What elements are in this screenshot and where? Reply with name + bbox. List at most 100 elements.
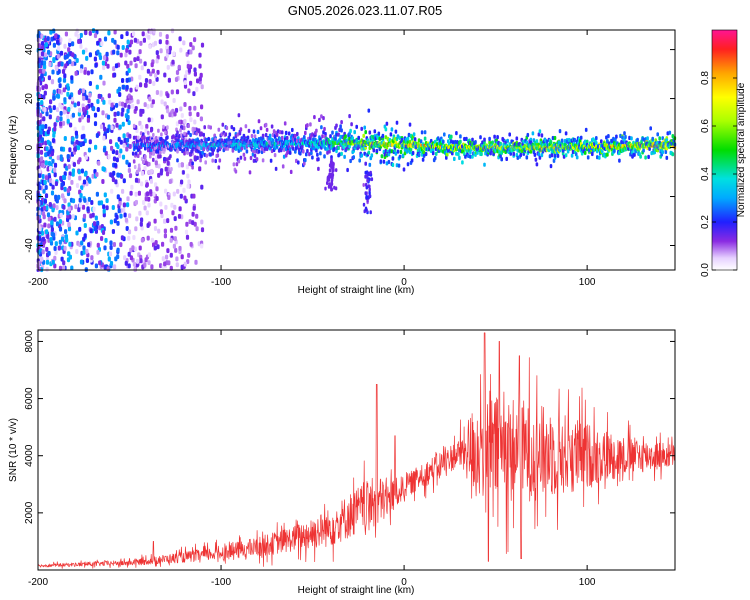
spectrogram-cell [188, 219, 192, 225]
spectrogram-cell [328, 168, 332, 173]
spectrogram-cell [192, 130, 195, 135]
spectrogram-cell [59, 110, 63, 116]
spectrogram-cell [166, 135, 169, 140]
spectrogram-cell [538, 155, 542, 160]
spectrogram-cell [102, 65, 106, 71]
spectrogram-cell [106, 63, 110, 69]
spectrogram-cell [253, 153, 257, 158]
spectrogram-cell [37, 43, 41, 49]
spectrogram-cell [169, 265, 173, 271]
spectrogram-cell [53, 167, 57, 173]
spectrogram-cell [122, 178, 126, 184]
spectrogram-cell [125, 31, 129, 37]
spectrogram-cell [111, 177, 115, 183]
colorbar-label: Normalized spectral amplitude [736, 82, 747, 217]
y-tick-label: -20 [24, 189, 35, 204]
spectrogram-cell [119, 242, 123, 248]
spectrogram-cell [583, 150, 587, 155]
spectrogram-cell [269, 158, 273, 163]
spectrogram-cell [606, 139, 609, 144]
spectrogram-cell [129, 87, 133, 93]
spectrogram-cell [80, 240, 84, 246]
spectrogram-cell [47, 75, 51, 81]
spectrogram-cell [280, 130, 284, 135]
spectrogram-cell [169, 237, 173, 243]
spectrogram-cell [191, 165, 194, 170]
spectrogram-cell [600, 139, 603, 144]
spectrogram-cell [40, 73, 44, 79]
spectrogram-cell [169, 154, 172, 159]
spectrogram-cell [122, 142, 126, 148]
spectrogram-cell [79, 193, 83, 198]
spectrogram-cell [64, 234, 68, 240]
spectrogram-cell [357, 135, 360, 140]
spectrogram-cell [43, 107, 47, 113]
spectrogram-cell [183, 261, 187, 267]
spectrogram-cell [395, 163, 399, 168]
spectrogram-cell [99, 74, 103, 80]
spectrogram-cell [73, 146, 77, 152]
spectrogram-cell [71, 168, 75, 174]
spectrogram-cell [102, 80, 106, 86]
spectrogram-cell [159, 48, 163, 54]
spectrogram-cell [147, 148, 150, 153]
spectrogram-cell [129, 255, 133, 261]
spectrogram-cell [57, 194, 61, 200]
spectrogram-cell [232, 127, 236, 132]
spectrogram-cell [394, 129, 398, 134]
spectrogram-cell [88, 52, 92, 58]
spectrogram-cell [127, 251, 131, 257]
spectrogram-cell [136, 153, 140, 158]
spectrogram-cell [166, 64, 170, 70]
spectrogram-cell [515, 136, 519, 141]
spectrogram-cell [624, 134, 627, 140]
spectrogram-cell [140, 217, 144, 223]
spectrogram-cell [82, 106, 86, 112]
snr-series-line [37, 332, 676, 569]
spectrogram-cell [105, 51, 109, 57]
spectrogram-cell [170, 202, 174, 208]
spectrogram-cell [196, 112, 200, 117]
spectrogram-cell [135, 138, 139, 143]
spectrogram-cell [216, 153, 220, 158]
spectrogram-cell [154, 160, 158, 166]
spectrogram-cell [49, 237, 53, 242]
spectrogram-cell [242, 133, 246, 138]
spectrogram-cell [255, 157, 259, 162]
spectrogram-cell [98, 55, 103, 61]
spectrogram-cell [81, 88, 85, 94]
spectrogram-cell [260, 149, 264, 155]
spectrogram-cell [348, 114, 351, 119]
spectrogram-cell [668, 130, 672, 135]
spectrogram-cell [322, 130, 325, 135]
spectrogram-cell [201, 150, 204, 155]
spectrogram-cell [139, 131, 143, 136]
spectrogram-cell [44, 42, 48, 48]
spectrogram-cell [151, 150, 155, 156]
spectrogram-cell [330, 145, 333, 150]
spectrogram-cell [53, 172, 57, 178]
spectrogram-cell [44, 185, 48, 190]
spectrogram-cell [113, 264, 117, 270]
spectrogram-cell [175, 89, 180, 95]
spectrogram-cell [112, 156, 117, 162]
spectrogram-cell [180, 179, 184, 185]
spectrogram-cell [56, 93, 60, 99]
spectrogram-cell [145, 160, 148, 165]
spectrogram-cell [157, 149, 160, 154]
spectrogram-cell [194, 147, 197, 152]
spectrogram-cell [381, 136, 385, 141]
spectrogram-cell [147, 252, 151, 258]
spectrogram-cell [63, 186, 67, 192]
spectrogram-cell [87, 242, 91, 248]
spectrogram-cell [143, 262, 147, 268]
spectrogram-cell [102, 208, 106, 214]
spectrogram-cell [329, 134, 332, 139]
spectrogram-cell [160, 132, 163, 137]
spectrogram-cell [65, 165, 69, 171]
spectrogram-cell [152, 28, 156, 34]
spectrogram-cell [166, 157, 169, 162]
spectrogram-cell [189, 49, 193, 55]
spectrogram-cell [129, 95, 133, 101]
spectrogram-cell [115, 102, 119, 108]
